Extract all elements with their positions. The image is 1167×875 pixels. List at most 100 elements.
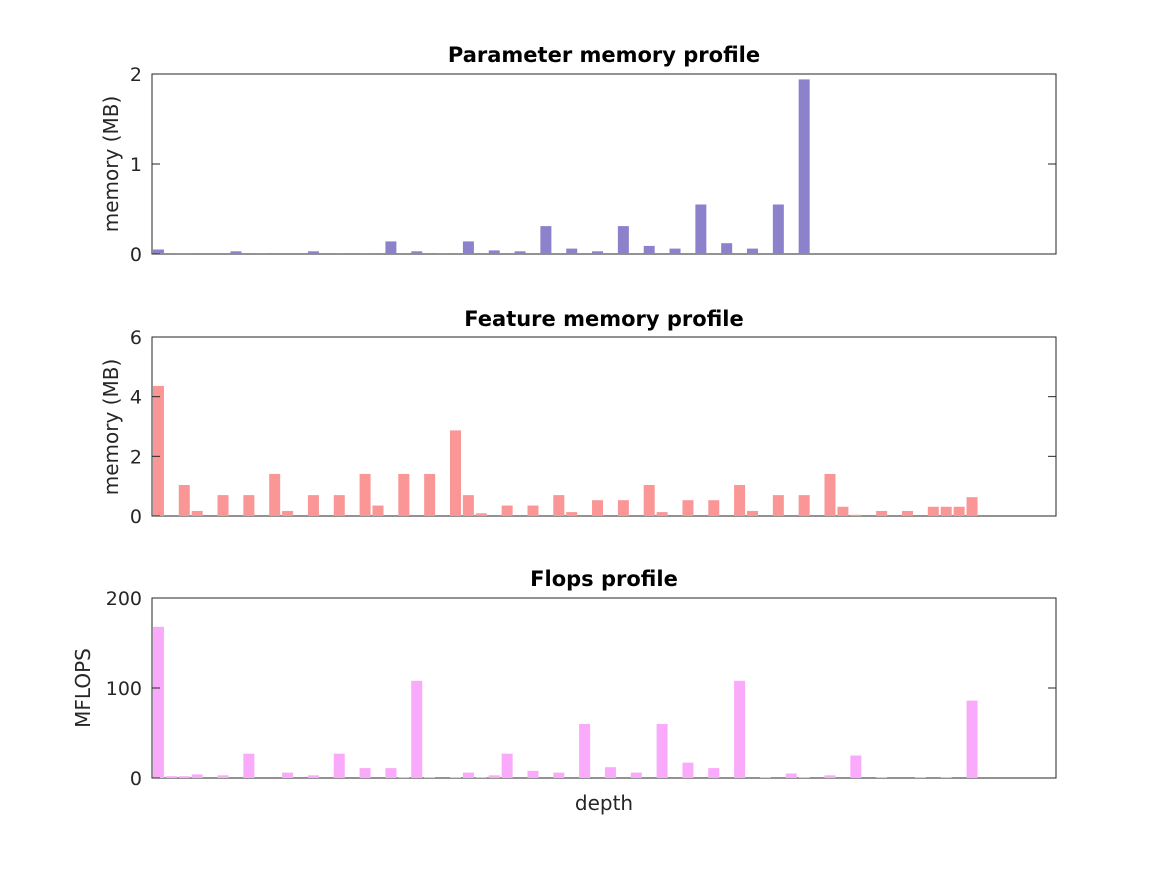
flops-bar [682,762,694,778]
flops-bar [449,777,461,778]
feature-memory-bar [243,495,255,516]
flops-plot-area [151,597,1057,779]
flops-bar [333,753,345,778]
parameter-memory-bar [411,251,423,254]
flops-bar [759,777,771,778]
parameter-memory-bar [643,245,655,254]
feature-memory-bar [772,495,784,516]
feature-memory-y-tick-label: 2 [130,446,142,468]
feature-memory-bar [553,495,565,516]
parameter-memory-bars [152,79,810,255]
flops-bar [876,777,888,778]
feature-memory-bar [682,500,694,516]
flops-bar [527,770,539,778]
flops-bars [152,626,978,778]
feature-memory-y-tick-label: 0 [130,506,142,528]
flops-bar [501,753,513,778]
parameter-memory-bar [307,251,319,254]
parameter-memory-bar [772,204,784,254]
feature-memory-title: Feature memory profile [464,307,743,331]
flops-bar [411,680,423,778]
feature-memory-bar [191,510,203,516]
parameter-memory-y-axis-label: memory (MB) [99,96,123,233]
feature-memory-bar [372,505,384,516]
feature-memory-bar [501,505,513,516]
flops-bar [798,777,810,778]
flops-y-tick-label: 100 [106,678,142,700]
flops-y-tick-label: 200 [106,588,142,610]
flops-bar [385,768,397,778]
parameter-memory-bar [333,253,345,254]
parameter-memory-y-tick-label: 1 [130,154,142,176]
parameter-memory-bar [514,251,526,254]
parameter-memory-title: Parameter memory profile [448,43,760,67]
feature-memory-bar [152,385,164,516]
feature-memory-panel: 0 2 4 6 Feature memory profile memory (MB) [99,307,1057,528]
flops-bar [553,772,565,778]
flops-bar [243,753,255,778]
flops-bar [656,724,668,778]
feature-memory-y-tick-label: 4 [130,387,142,409]
parameter-memory-bar [566,248,578,254]
parameter-memory-bar [540,226,552,254]
flops-bar [165,776,177,778]
flops-bar [359,768,371,778]
feature-memory-y-axis-label: memory (MB) [99,359,123,496]
parameter-memory-bar [230,251,242,254]
feature-memory-bar [850,514,862,516]
parameter-memory-bar [178,253,190,254]
flops-bar [785,773,797,778]
flops-bar [178,776,190,778]
flops-bar [734,680,746,778]
feature-memory-bar [876,510,888,516]
parameter-memory-bar [359,253,371,254]
flops-bar [824,775,836,778]
feature-memory-bar [566,512,578,516]
feature-memory-bar [953,506,965,516]
parameter-memory-bar [798,79,810,255]
flops-y-ticks: 0 100 200 [106,588,1056,790]
flops-bar [307,775,319,778]
feature-memory-bar [837,506,849,516]
feature-memory-plot-area [151,336,1057,517]
feature-memory-bar [269,473,281,516]
flops-bar [708,768,720,778]
flops-x-axis-label: depth [575,791,633,815]
parameter-memory-y-tick-label: 0 [130,244,142,266]
parameter-memory-bar [617,226,629,254]
feature-memory-y-ticks: 0 2 4 6 [130,327,1056,528]
parameter-memory-bar [721,243,733,254]
parameter-memory-bar [592,251,604,254]
flops-bar [940,777,952,778]
feature-memory-bar [282,510,294,516]
parameter-memory-bar [462,241,474,254]
parameter-memory-bar [437,253,449,254]
feature-memory-bar [398,473,410,516]
flops-bar [850,755,862,778]
flops-title: Flops profile [530,567,678,591]
flops-bar [217,775,229,778]
feature-memory-bar [617,500,629,516]
flops-bar [475,777,487,778]
feature-memory-bar [217,495,229,516]
parameter-memory-bar [747,248,759,254]
flops-bar [398,777,410,778]
flops-bar [488,775,500,778]
feature-memory-bar [824,473,836,516]
flops-bar [424,777,436,778]
flops-bar [604,767,616,778]
feature-memory-bar [656,512,668,516]
feature-memory-bar [333,495,345,516]
parameter-memory-plot-area [151,73,1057,255]
flops-y-axis-label: MFLOPS [71,648,95,728]
parameter-memory-bar [152,249,164,254]
feature-memory-bar [449,430,461,516]
parameter-memory-panel: 0 1 2 Parameter memory profile memory (MB) [99,43,1057,266]
parameter-memory-bar [669,248,681,254]
flops-bar [914,777,926,778]
parameter-memory-bar [488,250,500,254]
feature-memory-bar [527,505,539,516]
feature-memory-bar [475,513,487,516]
feature-memory-bar [734,484,746,516]
